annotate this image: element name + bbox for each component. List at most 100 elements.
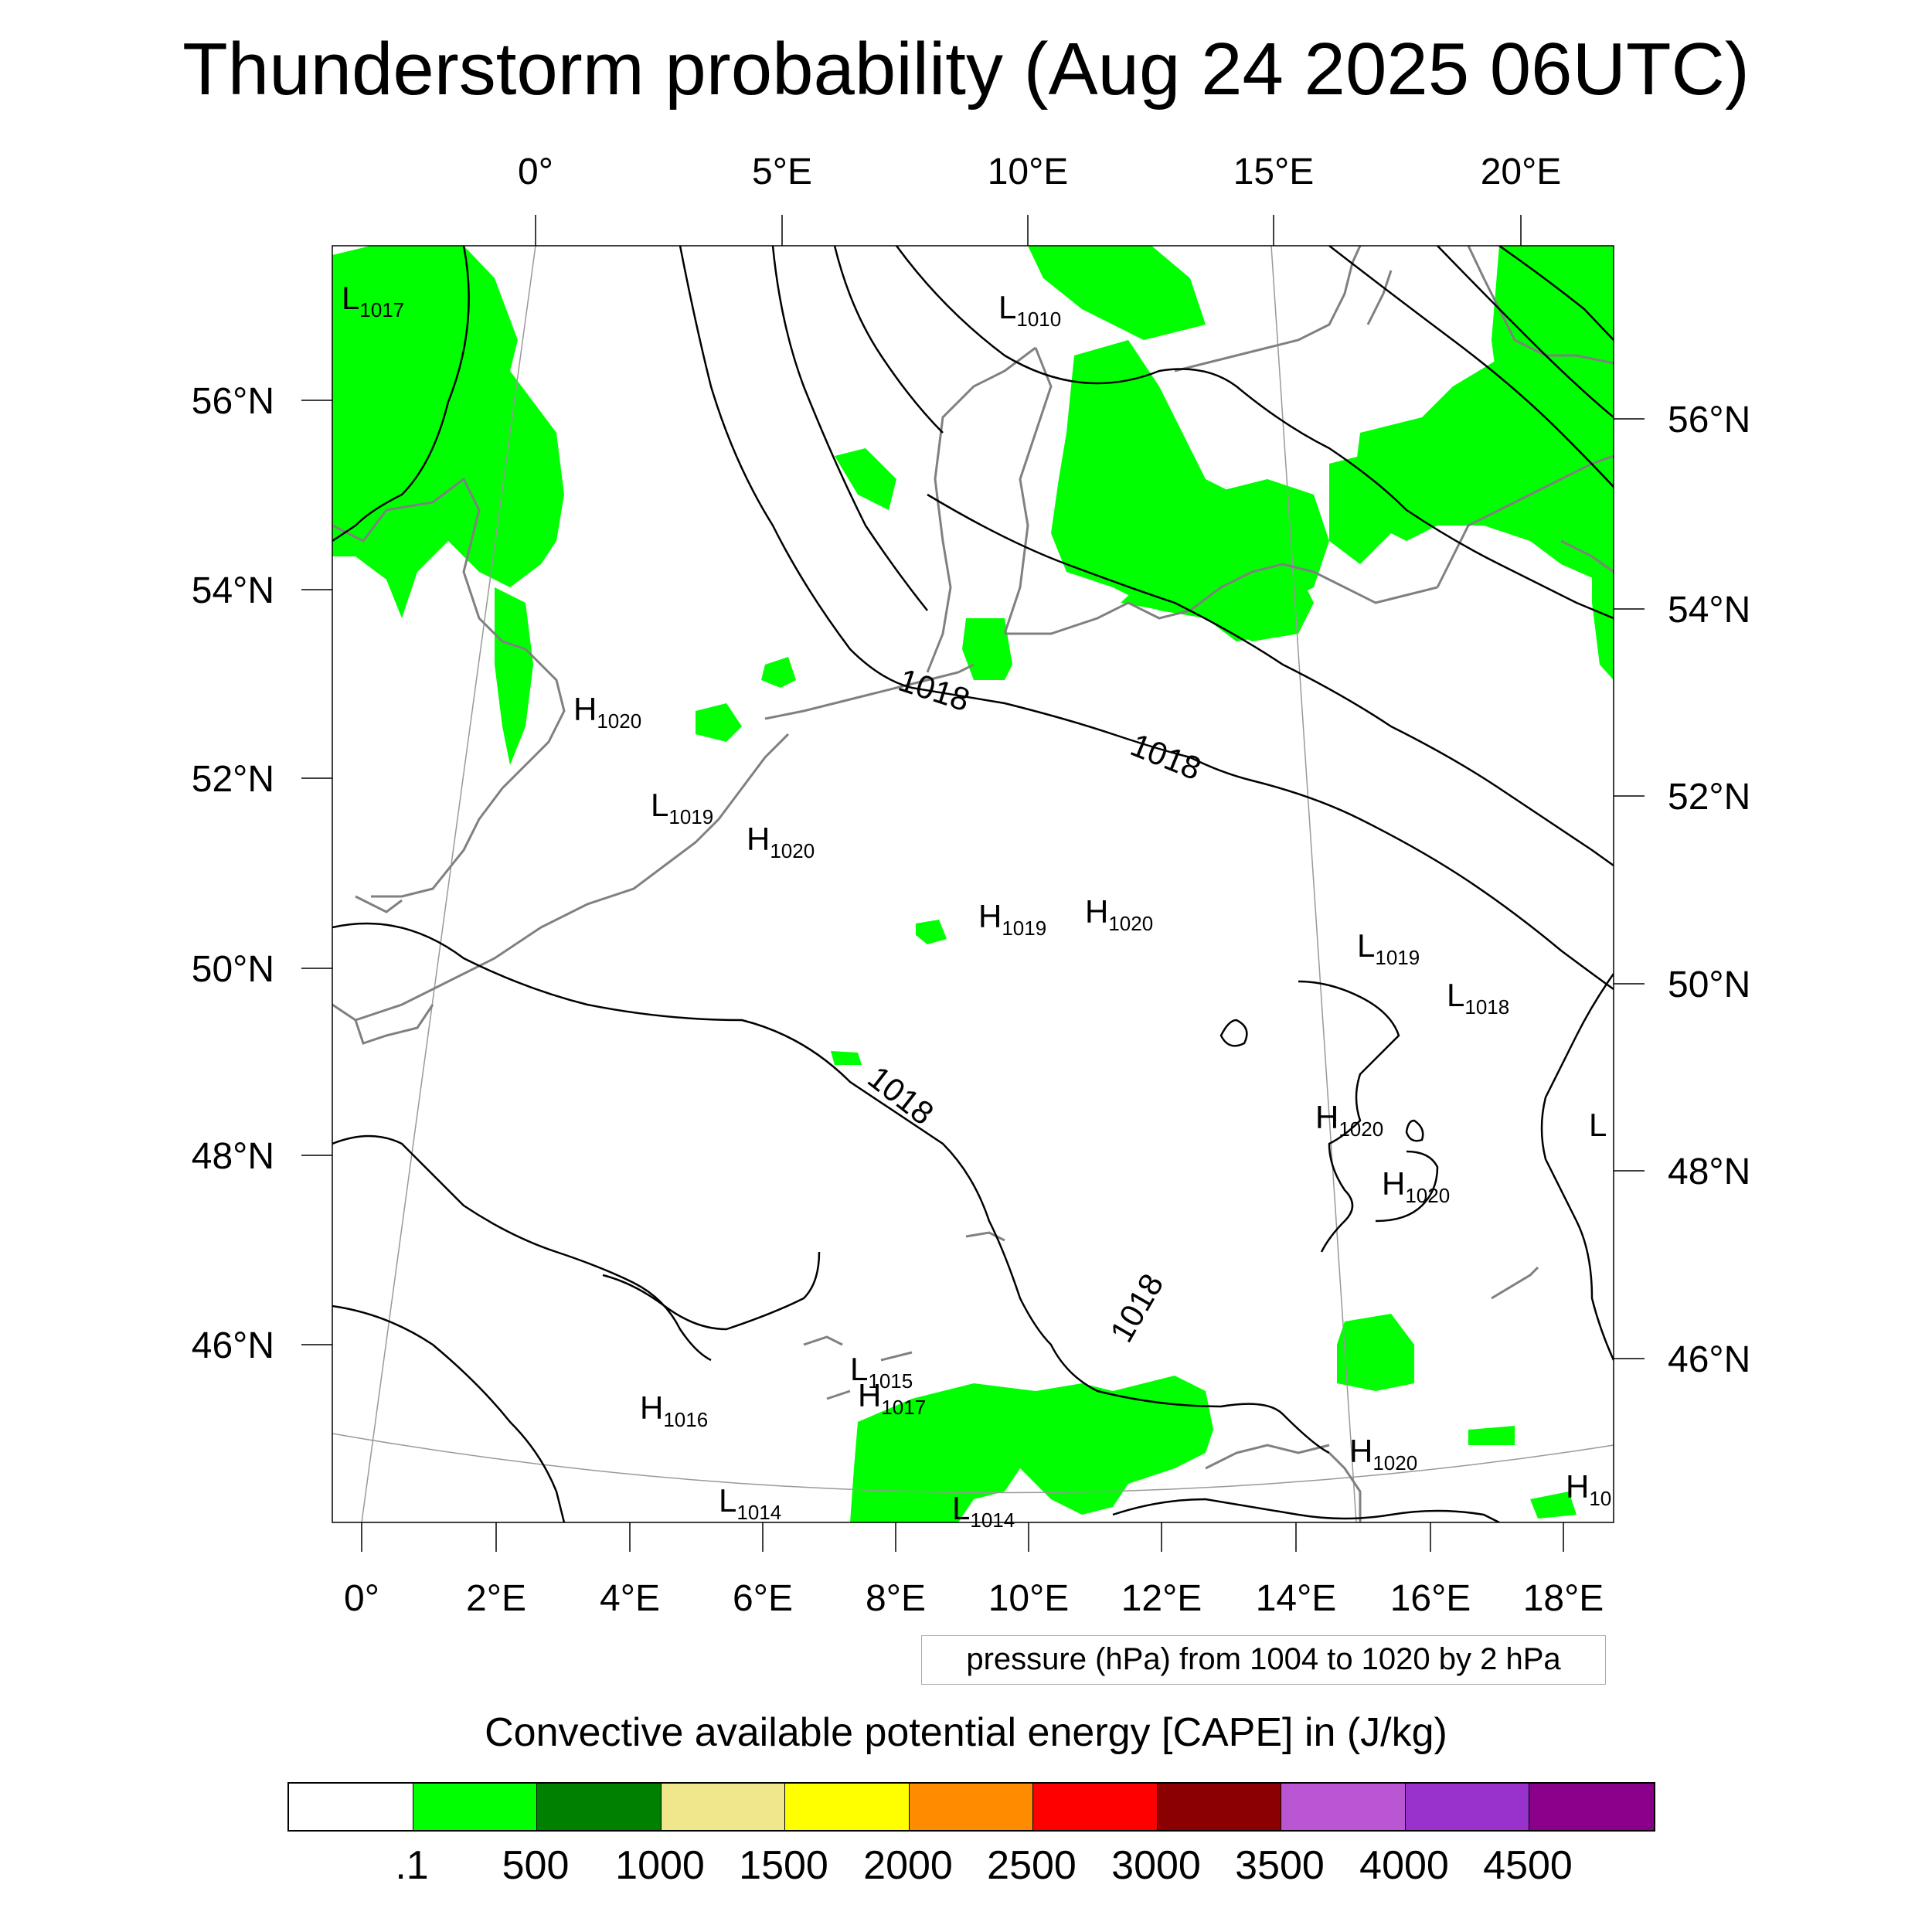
pressure-center: H1017 <box>858 1377 926 1419</box>
colorbar-cell <box>1033 1784 1158 1830</box>
parallel-45n <box>332 1433 1614 1494</box>
isobar-finland <box>1498 246 1614 341</box>
colorbar-label: 2000 <box>863 1843 953 1888</box>
cape-shading <box>332 246 1614 1522</box>
coast-lake-balaton <box>1491 1266 1539 1300</box>
colorbar-cell <box>413 1784 537 1830</box>
coast-channel <box>355 895 403 913</box>
coast-netherlands <box>764 663 975 720</box>
coast-denmark-east <box>1003 347 1053 634</box>
coast-sweden <box>1174 246 1362 372</box>
coast-france-west <box>332 1003 434 1045</box>
cape-area-alps <box>850 1376 1213 1522</box>
bottom-lon-label: 16°E <box>1390 1578 1471 1619</box>
cape-area-uk-east <box>495 587 533 765</box>
isobar-small-ring-b <box>1405 1119 1424 1142</box>
pressure-center: L1015 <box>850 1351 913 1393</box>
pressure-center: H1016 <box>640 1389 708 1431</box>
right-lat-label: 50°N <box>1668 964 1750 1005</box>
isobar-austria <box>1375 1150 1439 1223</box>
isobar-small-ring-a <box>1219 1019 1248 1047</box>
pressure-center: L1019 <box>1357 927 1420 969</box>
legend-title: Convective available potential energy [C… <box>485 1710 1447 1755</box>
pressure-center: L1010 <box>998 289 1061 331</box>
coast-denmark-west <box>926 346 1036 673</box>
left-lat-label: 54°N <box>192 570 274 611</box>
colorbar-cell <box>661 1784 785 1830</box>
pressure-center: L1017 <box>342 280 404 321</box>
top-lon-label: 15°E <box>1233 151 1315 192</box>
pressure-center: H1020 <box>1085 893 1153 935</box>
cape-area-bavaria <box>831 1051 862 1065</box>
meridian-0 <box>361 246 536 1522</box>
pressure-center: H10 <box>1566 1468 1611 1510</box>
graticule <box>332 246 1614 1522</box>
bottom-lon-label: 0° <box>344 1578 379 1619</box>
pressure-center: H1020 <box>1349 1433 1417 1475</box>
colorbar-cell <box>289 1784 413 1830</box>
axis-labels: 0° 5°E 10°E 15°E 20°E 0° 2°E 4°E 6°E 8°E… <box>192 151 1751 1619</box>
cape-area-netherlands-a <box>696 703 742 742</box>
cape-area-germany-north <box>962 618 1012 680</box>
bottom-lon-label: 14°E <box>1256 1578 1337 1619</box>
isobar-west-france <box>332 1134 712 1362</box>
coast-finland <box>1467 246 1614 365</box>
pressure-center: L1014 <box>952 1490 1015 1532</box>
colorbar-cell <box>1405 1784 1529 1830</box>
isobar-spain <box>332 1304 566 1522</box>
cape-area-poland-north <box>1206 479 1329 603</box>
isobar-north-sea-b <box>771 246 928 611</box>
left-lat-label: 50°N <box>192 949 274 990</box>
pressure-center: L <box>1589 1107 1607 1143</box>
coast-sweden-island <box>1366 270 1393 325</box>
cape-area-north-sea <box>835 448 896 510</box>
bottom-lon-label: 2°E <box>466 1578 526 1619</box>
axis-ticks <box>301 215 1645 1552</box>
right-lat-label: 52°N <box>1668 777 1750 818</box>
right-lat-label: 48°N <box>1668 1151 1750 1192</box>
isobar-baltic <box>927 493 1614 867</box>
map-title: Thunderstorm probability (Aug 24 2025 06… <box>182 28 1750 111</box>
right-lat-label: 54°N <box>1668 590 1750 631</box>
isobar-central <box>332 922 1330 1454</box>
colorbar-label: .1 <box>395 1843 429 1888</box>
coast-italy-north <box>1205 1444 1330 1470</box>
cape-area-hungary <box>1337 1314 1414 1391</box>
pressure-center: L1019 <box>651 787 713 828</box>
right-lat-label: 46°N <box>1668 1339 1750 1380</box>
cape-area-denmark <box>1028 246 1206 340</box>
colorbar-label: 500 <box>502 1843 570 1888</box>
colorbar-label: 2500 <box>987 1843 1077 1888</box>
isobar-sweden-a <box>1328 246 1614 488</box>
colorbar-cell <box>537 1784 662 1830</box>
bottom-lon-label: 4°E <box>600 1578 660 1619</box>
coast-lake-constance <box>965 1231 1005 1242</box>
colorbar-cell <box>785 1784 910 1830</box>
bottom-lon-label: 12°E <box>1121 1578 1202 1619</box>
contour-label-2: 1018 <box>1126 726 1206 787</box>
colorbar-cell <box>1281 1784 1406 1830</box>
cape-area-germany-center <box>916 920 947 944</box>
isobar-czech <box>1298 980 1400 1253</box>
coast-france-north <box>355 733 790 1022</box>
isobar-italy <box>1112 1498 1500 1522</box>
top-lon-label: 5°E <box>752 151 812 192</box>
cape-area-netherlands-b <box>761 657 796 688</box>
left-lat-label: 56°N <box>192 381 274 422</box>
isobar-poland <box>1540 973 1614 1361</box>
colorbar <box>287 1782 1655 1832</box>
isobar-uk-west <box>332 246 470 543</box>
contour-label-3: 1018 <box>861 1059 940 1132</box>
colorbar-label: 4500 <box>1483 1843 1573 1888</box>
coast-uk <box>332 477 566 898</box>
colorbar-label: 4000 <box>1359 1843 1449 1888</box>
pressure-centers: L1017 L1010 H1020 L1019 H1020 H1019 H102… <box>342 280 1611 1532</box>
colorbar-label: 3000 <box>1111 1843 1201 1888</box>
right-lat-label: 56°N <box>1668 400 1750 440</box>
cape-area-croatia <box>1530 1492 1577 1519</box>
top-lon-label: 0° <box>518 151 553 192</box>
pressure-center: H1020 <box>747 821 815 862</box>
meridian-15e <box>1270 246 1357 1522</box>
isobars <box>332 246 1614 1522</box>
